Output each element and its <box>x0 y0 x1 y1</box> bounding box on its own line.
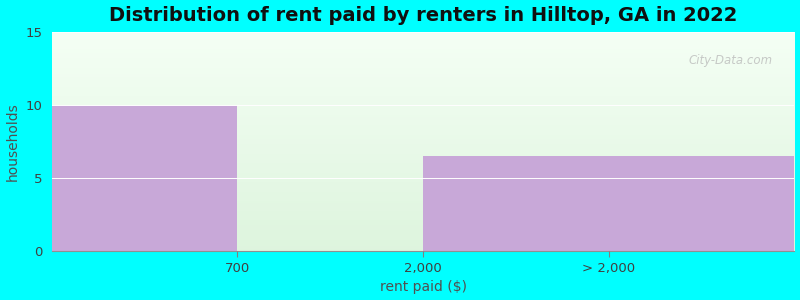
Bar <box>423 156 794 251</box>
Title: Distribution of rent paid by renters in Hilltop, GA in 2022: Distribution of rent paid by renters in … <box>109 6 738 25</box>
Bar <box>52 105 238 251</box>
X-axis label: rent paid ($): rent paid ($) <box>380 280 466 294</box>
Text: City-Data.com: City-Data.com <box>688 54 772 67</box>
Y-axis label: households: households <box>6 102 19 181</box>
